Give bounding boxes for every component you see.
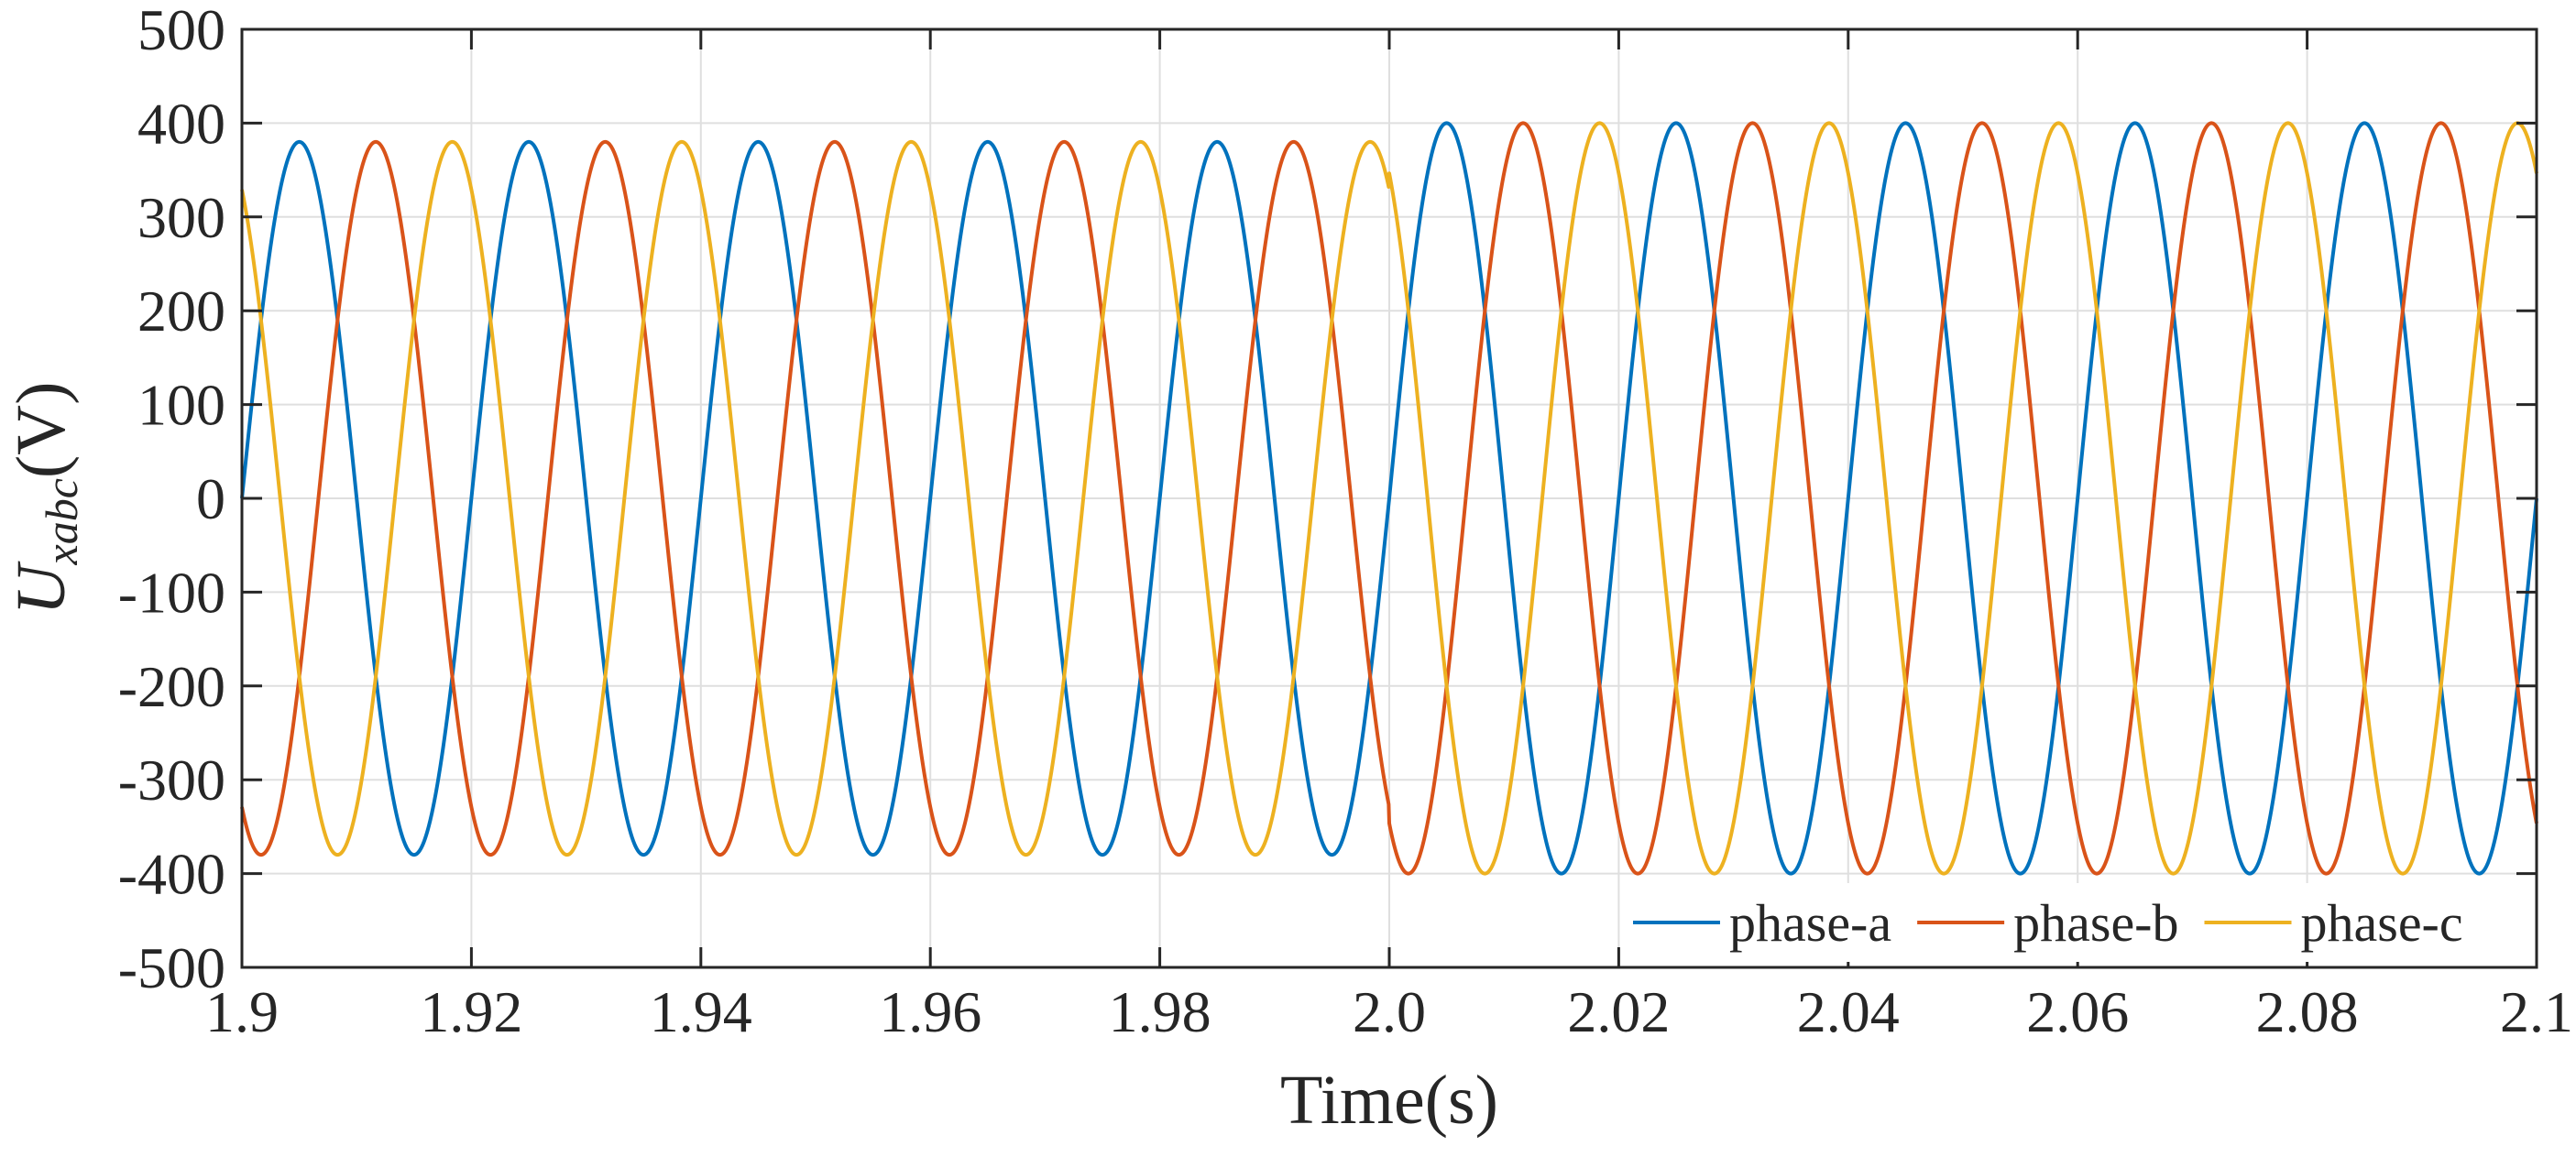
x-tick-label: 1.94	[650, 979, 752, 1044]
x-tick-label: 2.0	[1353, 979, 1426, 1044]
y-tick-label: -300	[118, 748, 225, 813]
y-tick-label: 200	[137, 278, 225, 344]
series-line-phase-c	[240, 121, 2538, 876]
x-tick-label: 1.9	[205, 979, 279, 1044]
y-tick-label: -500	[118, 935, 225, 1000]
x-tick-label: 2.1	[2500, 979, 2573, 1044]
legend-label-phase-b: phase-b	[2013, 893, 2178, 953]
x-tick-label: 2.06	[2026, 979, 2129, 1044]
x-tick-label: 2.02	[1567, 979, 1670, 1044]
series-line-phase-b	[240, 121, 2538, 876]
x-tick-label: 2.08	[2256, 979, 2359, 1044]
series-layer	[240, 121, 2538, 876]
x-tick-label: 2.04	[1797, 979, 1900, 1044]
x-tick-label: 1.96	[879, 979, 981, 1044]
legend-label-phase-a: phase-a	[1729, 893, 1891, 953]
y-tick-label: -400	[118, 842, 225, 907]
y-tick-label: 400	[137, 91, 225, 156]
y-axis-label: Uxabc(V)	[3, 382, 87, 616]
y-tick-label: 500	[137, 0, 225, 62]
y-tick-label: -200	[118, 654, 225, 719]
legend-box	[1624, 883, 2489, 962]
y-tick-label: 300	[137, 185, 225, 250]
tick-labels: 1.9 1.92 1.94 1.96 1.98 2.0 2.02 2.04 2.06 2.08 2.…	[118, 0, 2573, 1044]
y-axis-label-subscript: xabc	[36, 478, 87, 565]
y-axis-label-unit: (V)	[3, 382, 80, 479]
legend: phase-a phase-b phase-c	[1624, 883, 2489, 962]
legend-label-phase-c: phase-c	[2301, 893, 2463, 953]
y-tick-label: -100	[118, 560, 225, 625]
x-tick-label: 1.92	[420, 979, 522, 1044]
y-tick-label: 100	[137, 373, 225, 438]
x-axis-label: Time(s)	[1280, 1062, 1498, 1139]
x-tick-label: 1.98	[1109, 979, 1211, 1044]
y-axis-label-symbol: U	[3, 561, 80, 615]
y-tick-label: 0	[196, 466, 225, 531]
series-line-phase-a	[240, 121, 2538, 876]
